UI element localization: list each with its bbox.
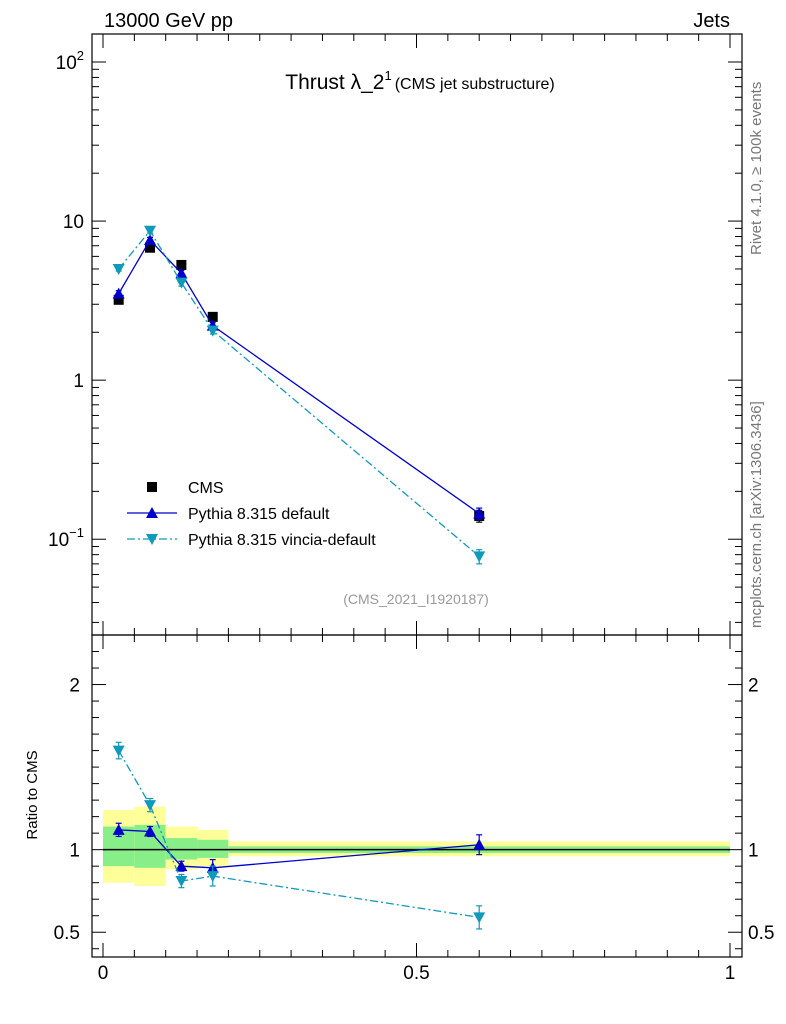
series-cms xyxy=(113,242,485,523)
uncertainty-band-inner xyxy=(165,838,198,860)
series-pythia-vincia xyxy=(112,225,486,565)
data-point xyxy=(175,277,188,289)
legend-label: Pythia 8.315 vincia-default xyxy=(188,532,376,549)
ratio-y-tick-label-left: 1 xyxy=(69,841,80,862)
ratio-y-tick-label-right: 0.5 xyxy=(748,923,774,944)
legend-marker xyxy=(146,507,158,518)
y-tick-label: 10 xyxy=(63,212,84,233)
main-panel: 102 10 1 10−1 xyxy=(48,34,742,635)
ratio-y-tick-label-left: 2 xyxy=(69,676,80,697)
title-main: Thrust λ_2 xyxy=(285,71,384,94)
legend-marker xyxy=(146,534,158,545)
legend: CMS Pythia 8.315 default Pythia 8.315 vinc… xyxy=(127,480,376,549)
data-point xyxy=(113,294,124,305)
x-tick-label: 0 xyxy=(98,963,109,984)
series-pythia-default xyxy=(112,234,486,521)
data-point xyxy=(145,242,156,253)
ratio-point xyxy=(112,823,125,835)
data-point xyxy=(144,225,157,237)
data-point xyxy=(473,507,486,519)
series-line xyxy=(118,229,480,557)
legend-marker xyxy=(147,482,157,492)
title-note: (CMS jet substructure) xyxy=(395,76,555,93)
rivet-info-label: Rivet 4.1.0, ≥ 100k events xyxy=(748,82,765,255)
data-point xyxy=(207,311,218,322)
chart-title: Thrust λ_21 (CMS jet substructure) xyxy=(285,68,555,94)
header-left-label: 13000 GeV pp xyxy=(104,10,233,32)
ratio-frame xyxy=(91,634,743,958)
data-point xyxy=(473,551,486,563)
series-line xyxy=(118,238,480,515)
title-superscript: 1 xyxy=(384,68,391,83)
ratio-point xyxy=(175,860,188,872)
x-tick-label: 1 xyxy=(725,963,736,984)
x-tick-label: 0.5 xyxy=(403,963,429,984)
ratio-y-tick-label-right: 1 xyxy=(748,841,759,862)
ratio-point xyxy=(144,800,157,812)
ratio-y-tick-label-left: 0.5 xyxy=(54,923,80,944)
svg-text:Thrust λ_21(CMS jet substructu: Thrust λ_21 (CMS jet substructure) xyxy=(285,68,555,94)
mcplots-label: mcplots.cern.ch [arXiv:1306.3436] xyxy=(748,401,765,628)
ratio-point xyxy=(112,745,125,757)
data-point xyxy=(112,263,125,275)
header-right-label: Jets xyxy=(693,10,730,32)
uncertainty-band-inner xyxy=(197,839,229,858)
ratio-point xyxy=(473,912,486,924)
data-point xyxy=(175,267,188,279)
analysis-id-label: (CMS_2021_I1920187) xyxy=(343,591,489,607)
data-point xyxy=(206,325,219,337)
data-point xyxy=(112,287,125,299)
data-point xyxy=(176,259,187,270)
ratio-point xyxy=(144,825,157,837)
ratio-panel: 0.5 0.5 1 1 2 2 0 0.5 1 xyxy=(54,634,774,984)
ratio-bands xyxy=(103,806,730,886)
legend-label: CMS xyxy=(188,480,224,497)
ratio-y-tick-label-right: 2 xyxy=(748,676,759,697)
ratio-point xyxy=(175,876,188,888)
ratio-series-pythia-vincia xyxy=(112,741,486,930)
y-tick-label: 1 xyxy=(73,371,84,392)
ratio-point xyxy=(206,871,219,883)
y-tick-label: 102 xyxy=(56,48,84,74)
legend-label: Pythia 8.315 default xyxy=(188,506,330,523)
data-point xyxy=(144,234,157,246)
ratio-point xyxy=(473,838,486,850)
y-tick-label: 10−1 xyxy=(48,525,84,551)
ratio-ylabel: Ratio to CMS xyxy=(24,750,41,839)
